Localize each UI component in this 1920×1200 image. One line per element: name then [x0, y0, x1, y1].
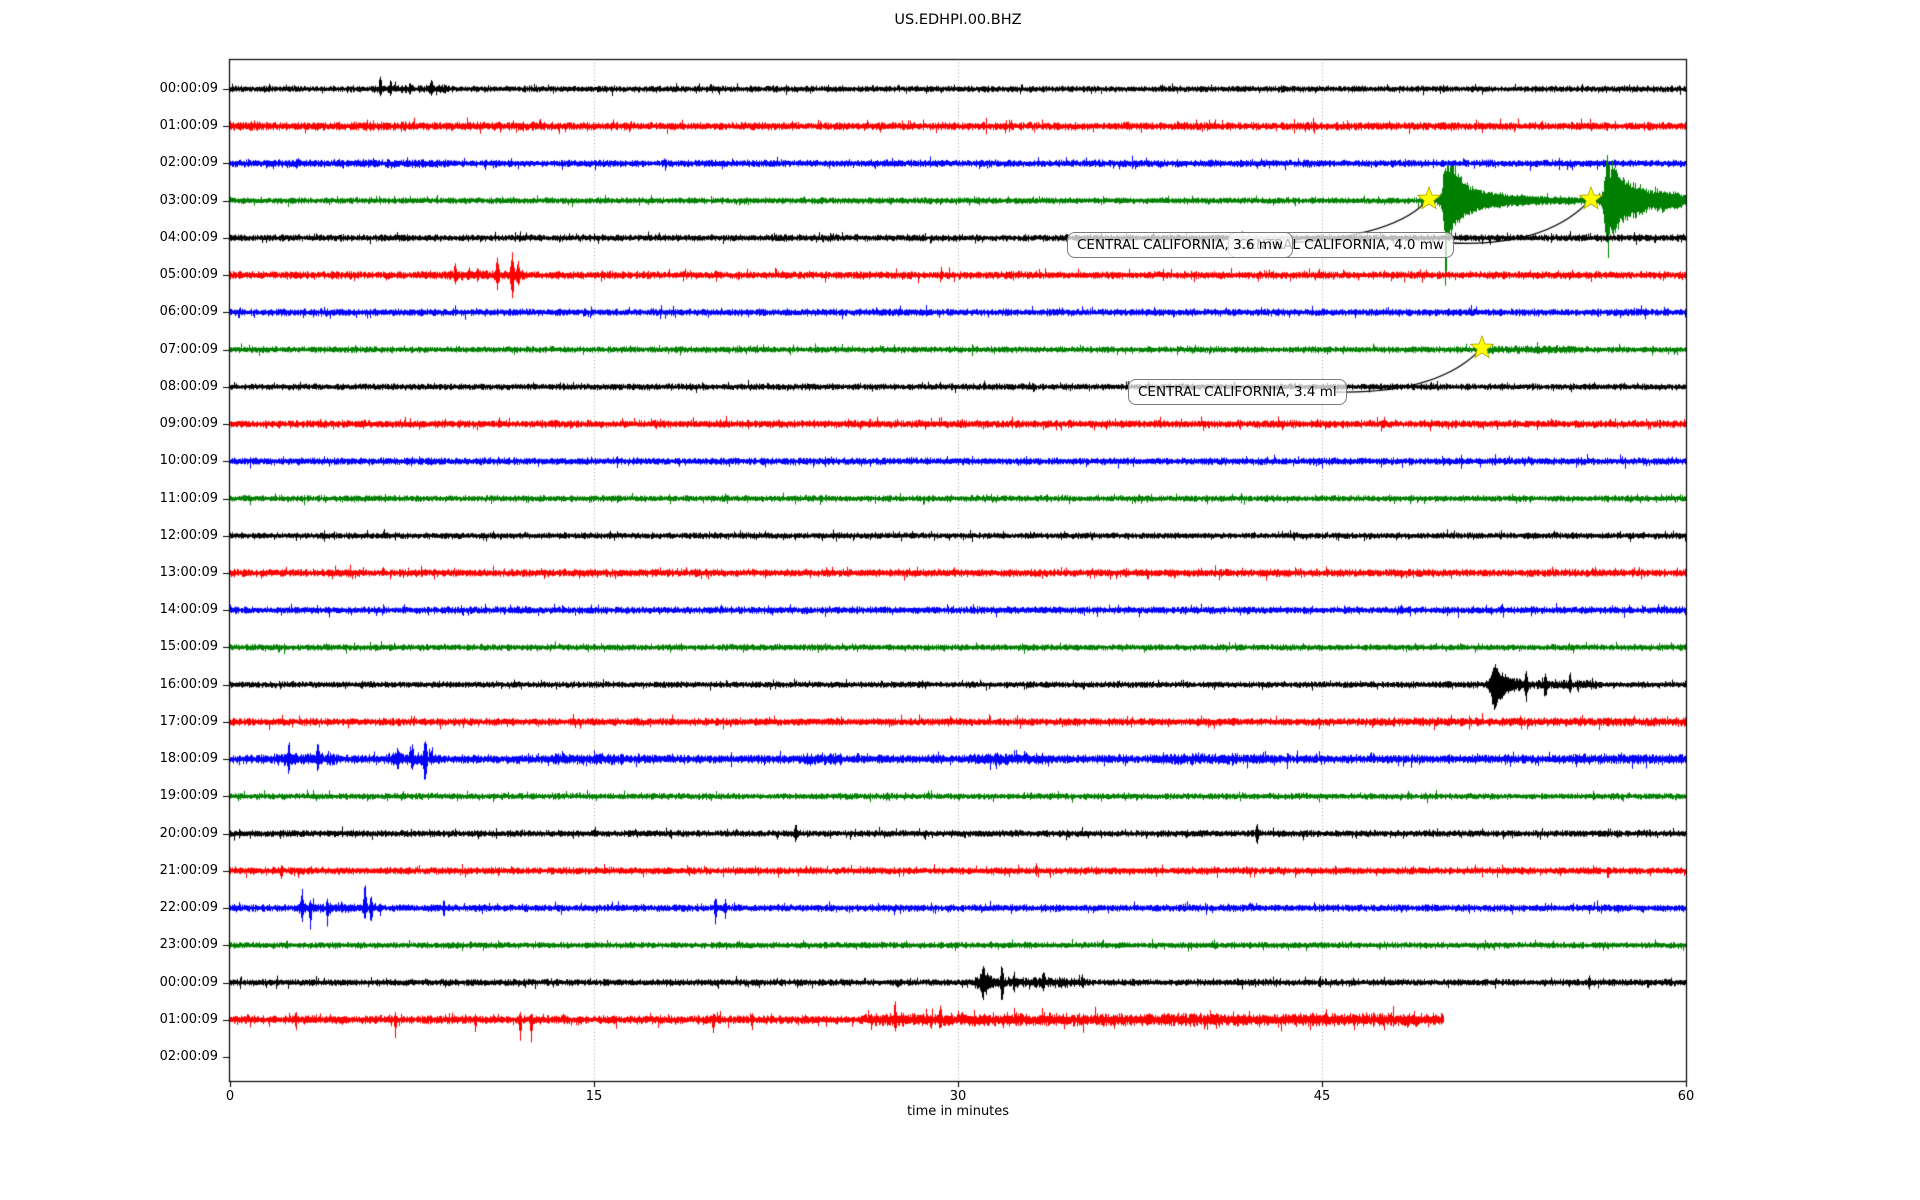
y-tick-label: 23:00:09 — [159, 937, 218, 952]
y-tick-label: 09:00:09 — [159, 416, 218, 431]
y-tick-label: 11:00:09 — [159, 491, 218, 506]
y-tick-label: 10:00:09 — [159, 453, 218, 468]
y-tick-label: 08:00:09 — [159, 379, 218, 394]
y-tick-label: 12:00:09 — [159, 528, 218, 543]
x-tick-label: 15 — [585, 1089, 603, 1104]
y-tick-label: 05:00:09 — [159, 267, 218, 282]
y-tick-label: 16:00:09 — [159, 677, 218, 692]
y-tick-label: 19:00:09 — [159, 788, 218, 803]
y-tick-label: 14:00:09 — [159, 602, 218, 617]
y-tick-label: 03:00:09 — [159, 193, 218, 208]
y-tick-label: 02:00:09 — [159, 1049, 218, 1064]
event-label: CENTRAL CALIFORNIA, 3.4 ml — [1128, 379, 1347, 405]
y-tick-label: 20:00:09 — [159, 826, 218, 841]
x-axis-label: time in minutes — [906, 1104, 1010, 1119]
event-label: CENTRAL CALIFORNIA, 3.6 mw — [1067, 232, 1293, 258]
y-tick-label: 00:00:09 — [159, 81, 218, 96]
x-tick-label: 30 — [949, 1089, 967, 1104]
x-tick-label: 0 — [225, 1089, 235, 1104]
y-tick-label: 06:00:09 — [159, 304, 218, 319]
y-tick-label: 01:00:09 — [159, 118, 218, 133]
y-tick-label: 18:00:09 — [159, 751, 218, 766]
plot-title: US.EDHPI.00.BHZ — [894, 12, 1022, 28]
event-star-icon — [1578, 185, 1604, 210]
y-tick-label: 21:00:09 — [159, 863, 218, 878]
y-tick-label: 07:00:09 — [159, 342, 218, 357]
y-tick-label: 17:00:09 — [159, 714, 218, 729]
event-star-icon — [1469, 334, 1495, 359]
x-tick-label: 45 — [1313, 1089, 1331, 1104]
y-tick-label: 02:00:09 — [159, 155, 218, 170]
y-tick-label: 01:00:09 — [159, 1012, 218, 1027]
y-tick-label: 22:00:09 — [159, 900, 218, 915]
y-tick-label: 15:00:09 — [159, 639, 218, 654]
x-tick-label: 60 — [1677, 1089, 1695, 1104]
event-star-icon — [1416, 185, 1442, 210]
y-tick-label: 04:00:09 — [159, 230, 218, 245]
y-tick-label: 00:00:09 — [159, 975, 218, 990]
y-tick-label: 13:00:09 — [159, 565, 218, 580]
